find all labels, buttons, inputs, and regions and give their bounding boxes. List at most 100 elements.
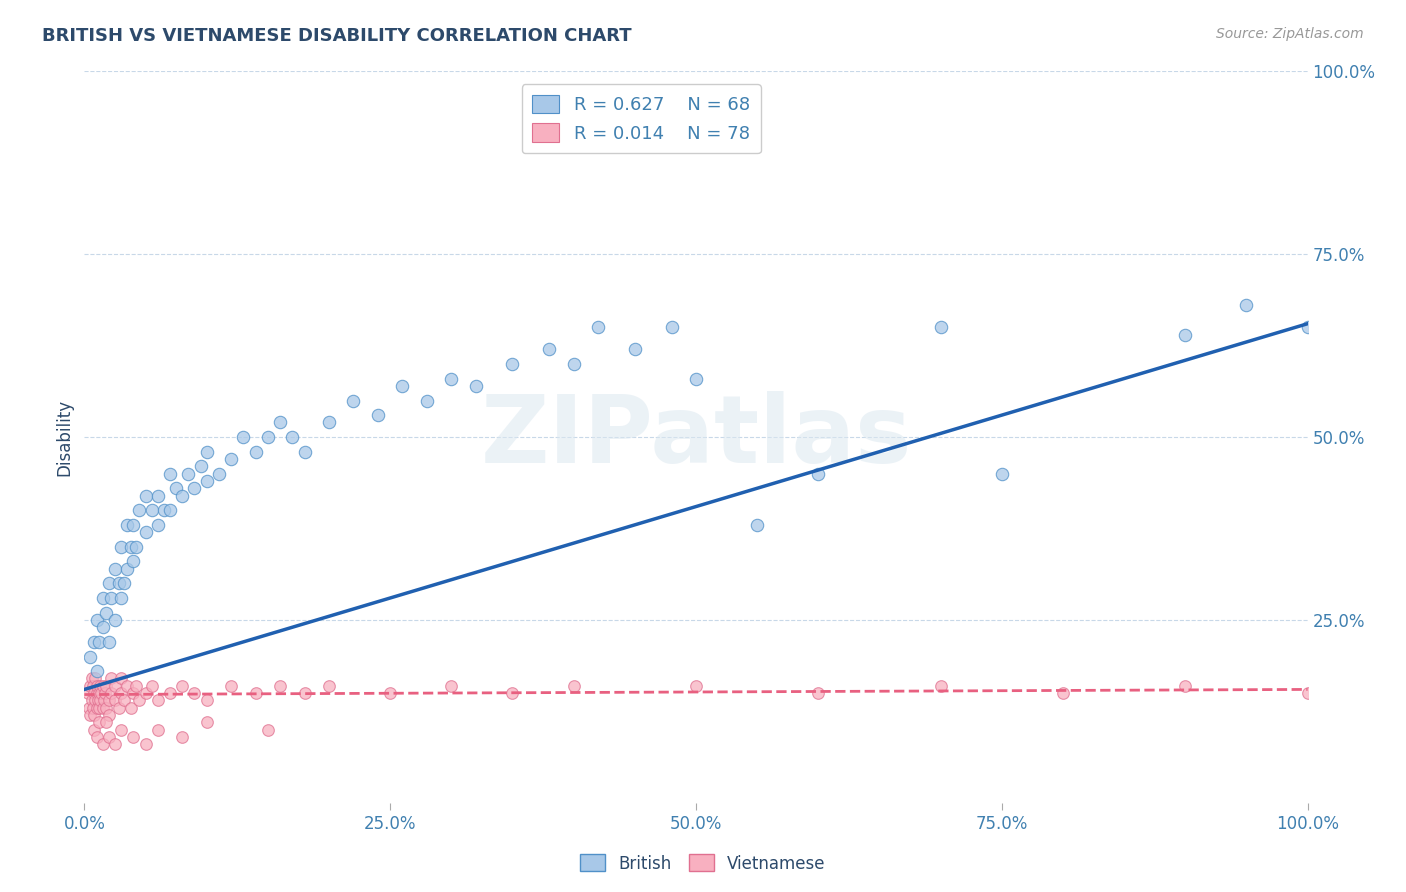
Point — [86, 613, 108, 627]
Point — [87, 715, 110, 730]
Point — [97, 635, 120, 649]
Point — [318, 679, 340, 693]
Point — [141, 679, 163, 693]
Point — [90, 686, 112, 700]
Point — [115, 679, 138, 693]
Point — [93, 693, 115, 707]
Point — [87, 686, 110, 700]
Point — [562, 679, 585, 693]
Point — [122, 730, 145, 744]
Point — [135, 489, 157, 503]
Point — [91, 620, 114, 634]
Text: BRITISH VS VIETNAMESE DISABILITY CORRELATION CHART: BRITISH VS VIETNAMESE DISABILITY CORRELA… — [42, 27, 631, 45]
Point — [165, 481, 187, 495]
Point — [141, 503, 163, 517]
Point — [685, 679, 707, 693]
Point — [115, 562, 138, 576]
Point — [110, 672, 132, 686]
Point — [97, 730, 120, 744]
Point — [159, 503, 181, 517]
Point — [91, 737, 114, 751]
Point — [367, 408, 389, 422]
Point — [89, 693, 111, 707]
Point — [232, 430, 254, 444]
Text: Source: ZipAtlas.com: Source: ZipAtlas.com — [1216, 27, 1364, 41]
Point — [110, 686, 132, 700]
Point — [87, 635, 110, 649]
Point — [110, 723, 132, 737]
Point — [94, 686, 117, 700]
Point — [125, 679, 148, 693]
Point — [1296, 686, 1319, 700]
Point — [135, 525, 157, 540]
Point — [190, 459, 212, 474]
Point — [586, 320, 609, 334]
Y-axis label: Disability: Disability — [55, 399, 73, 475]
Point — [128, 503, 150, 517]
Point — [257, 430, 280, 444]
Point — [87, 700, 110, 714]
Point — [562, 357, 585, 371]
Point — [257, 723, 280, 737]
Point — [502, 686, 524, 700]
Point — [82, 700, 104, 714]
Point — [110, 540, 132, 554]
Point — [100, 672, 122, 686]
Point — [87, 693, 110, 707]
Point — [86, 679, 108, 693]
Point — [318, 416, 340, 430]
Point — [146, 723, 169, 737]
Point — [86, 686, 108, 700]
Point — [380, 686, 402, 700]
Point — [100, 591, 122, 605]
Point — [122, 686, 145, 700]
Point — [416, 393, 439, 408]
Point — [83, 686, 105, 700]
Point — [281, 430, 304, 444]
Point — [77, 700, 100, 714]
Point — [183, 686, 205, 700]
Point — [82, 679, 104, 693]
Point — [104, 562, 127, 576]
Point — [89, 679, 111, 693]
Point — [83, 635, 105, 649]
Point — [807, 467, 830, 481]
Point — [440, 371, 463, 385]
Point — [245, 686, 267, 700]
Point — [294, 444, 316, 458]
Point — [115, 517, 138, 532]
Point — [929, 320, 952, 334]
Point — [177, 467, 200, 481]
Point — [97, 708, 120, 723]
Point — [245, 444, 267, 458]
Legend: R = 0.627    N = 68, R = 0.014    N = 78: R = 0.627 N = 68, R = 0.014 N = 78 — [522, 84, 761, 153]
Point — [110, 591, 132, 605]
Point — [440, 679, 463, 693]
Point — [80, 693, 103, 707]
Point — [125, 540, 148, 554]
Point — [83, 708, 105, 723]
Point — [1174, 679, 1197, 693]
Point — [104, 679, 127, 693]
Point — [97, 576, 120, 591]
Point — [342, 393, 364, 408]
Point — [84, 672, 107, 686]
Point — [83, 723, 105, 737]
Point — [685, 371, 707, 385]
Point — [91, 591, 114, 605]
Point — [159, 686, 181, 700]
Point — [120, 700, 142, 714]
Point — [159, 467, 181, 481]
Point — [79, 679, 101, 693]
Point — [146, 517, 169, 532]
Point — [294, 686, 316, 700]
Point — [79, 708, 101, 723]
Point — [86, 700, 108, 714]
Point — [1236, 298, 1258, 312]
Point — [77, 686, 100, 700]
Point — [104, 613, 127, 627]
Point — [97, 693, 120, 707]
Point — [96, 606, 118, 620]
Point — [269, 679, 291, 693]
Point — [107, 576, 129, 591]
